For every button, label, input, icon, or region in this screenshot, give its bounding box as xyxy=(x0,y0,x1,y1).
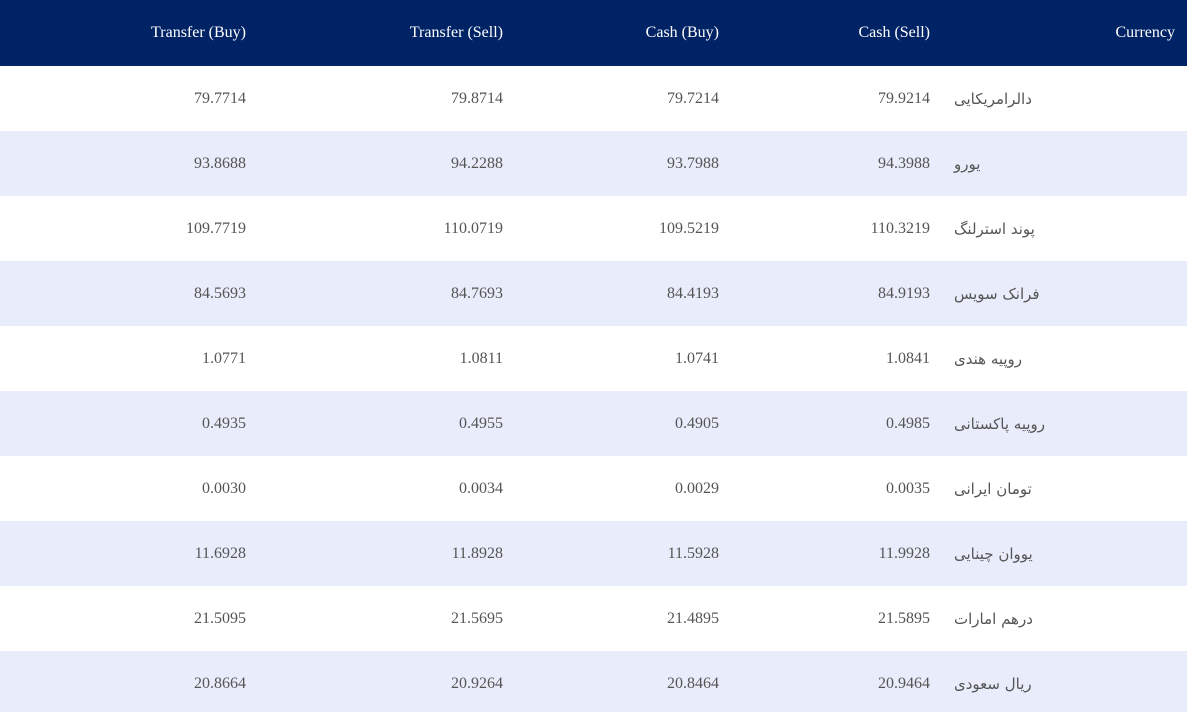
cell-transfer-buy: 0.4935 xyxy=(202,414,246,432)
table-row: 11.6928 11.8928 11.5928 11.9928 یووان چی… xyxy=(0,521,1187,586)
cell-transfer-buy: 84.5693 xyxy=(194,284,246,302)
cell-transfer-buy: 109.7719 xyxy=(186,219,246,237)
cell-transfer-buy: 1.0771 xyxy=(202,349,246,367)
cell-cash-buy: 109.5219 xyxy=(659,219,719,237)
header-cash-buy: Cash (Buy) xyxy=(645,24,719,41)
cell-transfer-sell: 84.7693 xyxy=(451,284,503,302)
cell-cash-sell: 21.5895 xyxy=(878,609,930,627)
cell-cash-sell: 94.3988 xyxy=(878,154,930,172)
table-row: 0.0030 0.0034 0.0029 0.0035 تومان ایرانی xyxy=(0,456,1187,521)
cell-currency: تومان ایرانی xyxy=(954,479,1032,498)
cell-cash-buy: 93.7988 xyxy=(667,154,719,172)
table-row: 1.0771 1.0811 1.0741 1.0841 روپیه هندی xyxy=(0,326,1187,391)
cell-cash-buy: 0.4905 xyxy=(675,414,719,432)
cell-cash-buy: 21.4895 xyxy=(667,609,719,627)
cell-transfer-buy: 79.7714 xyxy=(194,89,246,107)
cell-cash-sell: 1.0841 xyxy=(886,349,930,367)
table-body: 79.7714 79.8714 79.7214 79.9214 دالرامری… xyxy=(0,66,1187,712)
cell-cash-sell: 0.0035 xyxy=(886,479,930,497)
cell-transfer-sell: 0.4955 xyxy=(459,414,503,432)
cell-transfer-sell: 0.0034 xyxy=(459,479,503,497)
table-row: 21.5095 21.5695 21.4895 21.5895 درهم اما… xyxy=(0,586,1187,651)
cell-transfer-sell: 1.0811 xyxy=(459,349,503,367)
cell-cash-sell: 11.9928 xyxy=(878,544,930,562)
cell-currency: پوند استرلنگ xyxy=(954,219,1035,238)
cell-cash-sell: 79.9214 xyxy=(878,89,930,107)
cell-currency: یورو xyxy=(954,154,981,173)
header-transfer-sell: Transfer (Sell) xyxy=(409,24,503,41)
cell-currency: فرانک سویس xyxy=(954,284,1040,303)
table-row: 84.5693 84.7693 84.4193 84.9193 فرانک سو… xyxy=(0,261,1187,326)
header-row: Transfer (Buy) Transfer (Sell) Cash (Buy… xyxy=(0,0,1187,66)
cell-cash-buy: 0.0029 xyxy=(675,479,719,497)
cell-cash-buy: 79.7214 xyxy=(667,89,719,107)
cell-transfer-sell: 11.8928 xyxy=(451,544,503,562)
cell-currency: درهم امارات xyxy=(954,609,1033,628)
table-row: 109.7719 110.0719 109.5219 110.3219 پوند… xyxy=(0,196,1187,261)
cell-transfer-buy: 20.8664 xyxy=(194,674,246,692)
table-row: 93.8688 94.2288 93.7988 94.3988 یورو xyxy=(0,131,1187,196)
cell-cash-sell: 20.9464 xyxy=(878,674,930,692)
cell-currency: یووان چینایی xyxy=(954,544,1033,563)
cell-transfer-buy: 21.5095 xyxy=(194,609,246,627)
cell-cash-sell: 110.3219 xyxy=(870,219,930,237)
cell-transfer-buy: 11.6928 xyxy=(194,544,246,562)
cell-cash-sell: 84.9193 xyxy=(878,284,930,302)
cell-cash-buy: 20.8464 xyxy=(667,674,719,692)
cell-transfer-buy: 0.0030 xyxy=(202,479,246,497)
cell-transfer-sell: 21.5695 xyxy=(451,609,503,627)
cell-transfer-sell: 110.0719 xyxy=(443,219,503,237)
table-header: Transfer (Buy) Transfer (Sell) Cash (Buy… xyxy=(0,0,1187,66)
cell-transfer-sell: 94.2288 xyxy=(451,154,503,172)
table-row: 20.8664 20.9264 20.8464 20.9464 ریال سعو… xyxy=(0,651,1187,712)
cell-currency: ریال سعودی xyxy=(954,674,1032,693)
cell-transfer-buy: 93.8688 xyxy=(194,154,246,172)
cell-transfer-sell: 20.9264 xyxy=(451,674,503,692)
header-currency: Currency xyxy=(1115,24,1175,41)
header-cash-sell: Cash (Sell) xyxy=(858,24,930,41)
table-row: 0.4935 0.4955 0.4905 0.4985 روپیه پاکستا… xyxy=(0,391,1187,456)
cell-currency: دالرامریکایی xyxy=(954,89,1032,108)
cell-currency: روپیه پاکستانی xyxy=(954,414,1046,433)
cell-cash-buy: 11.5928 xyxy=(667,544,719,562)
cell-cash-sell: 0.4985 xyxy=(886,414,930,432)
cell-transfer-sell: 79.8714 xyxy=(451,89,503,107)
table-row: 79.7714 79.8714 79.7214 79.9214 دالرامری… xyxy=(0,66,1187,131)
cell-cash-buy: 1.0741 xyxy=(675,349,719,367)
cell-currency: روپیه هندی xyxy=(954,349,1023,368)
cell-cash-buy: 84.4193 xyxy=(667,284,719,302)
header-transfer-buy: Transfer (Buy) xyxy=(151,24,246,41)
